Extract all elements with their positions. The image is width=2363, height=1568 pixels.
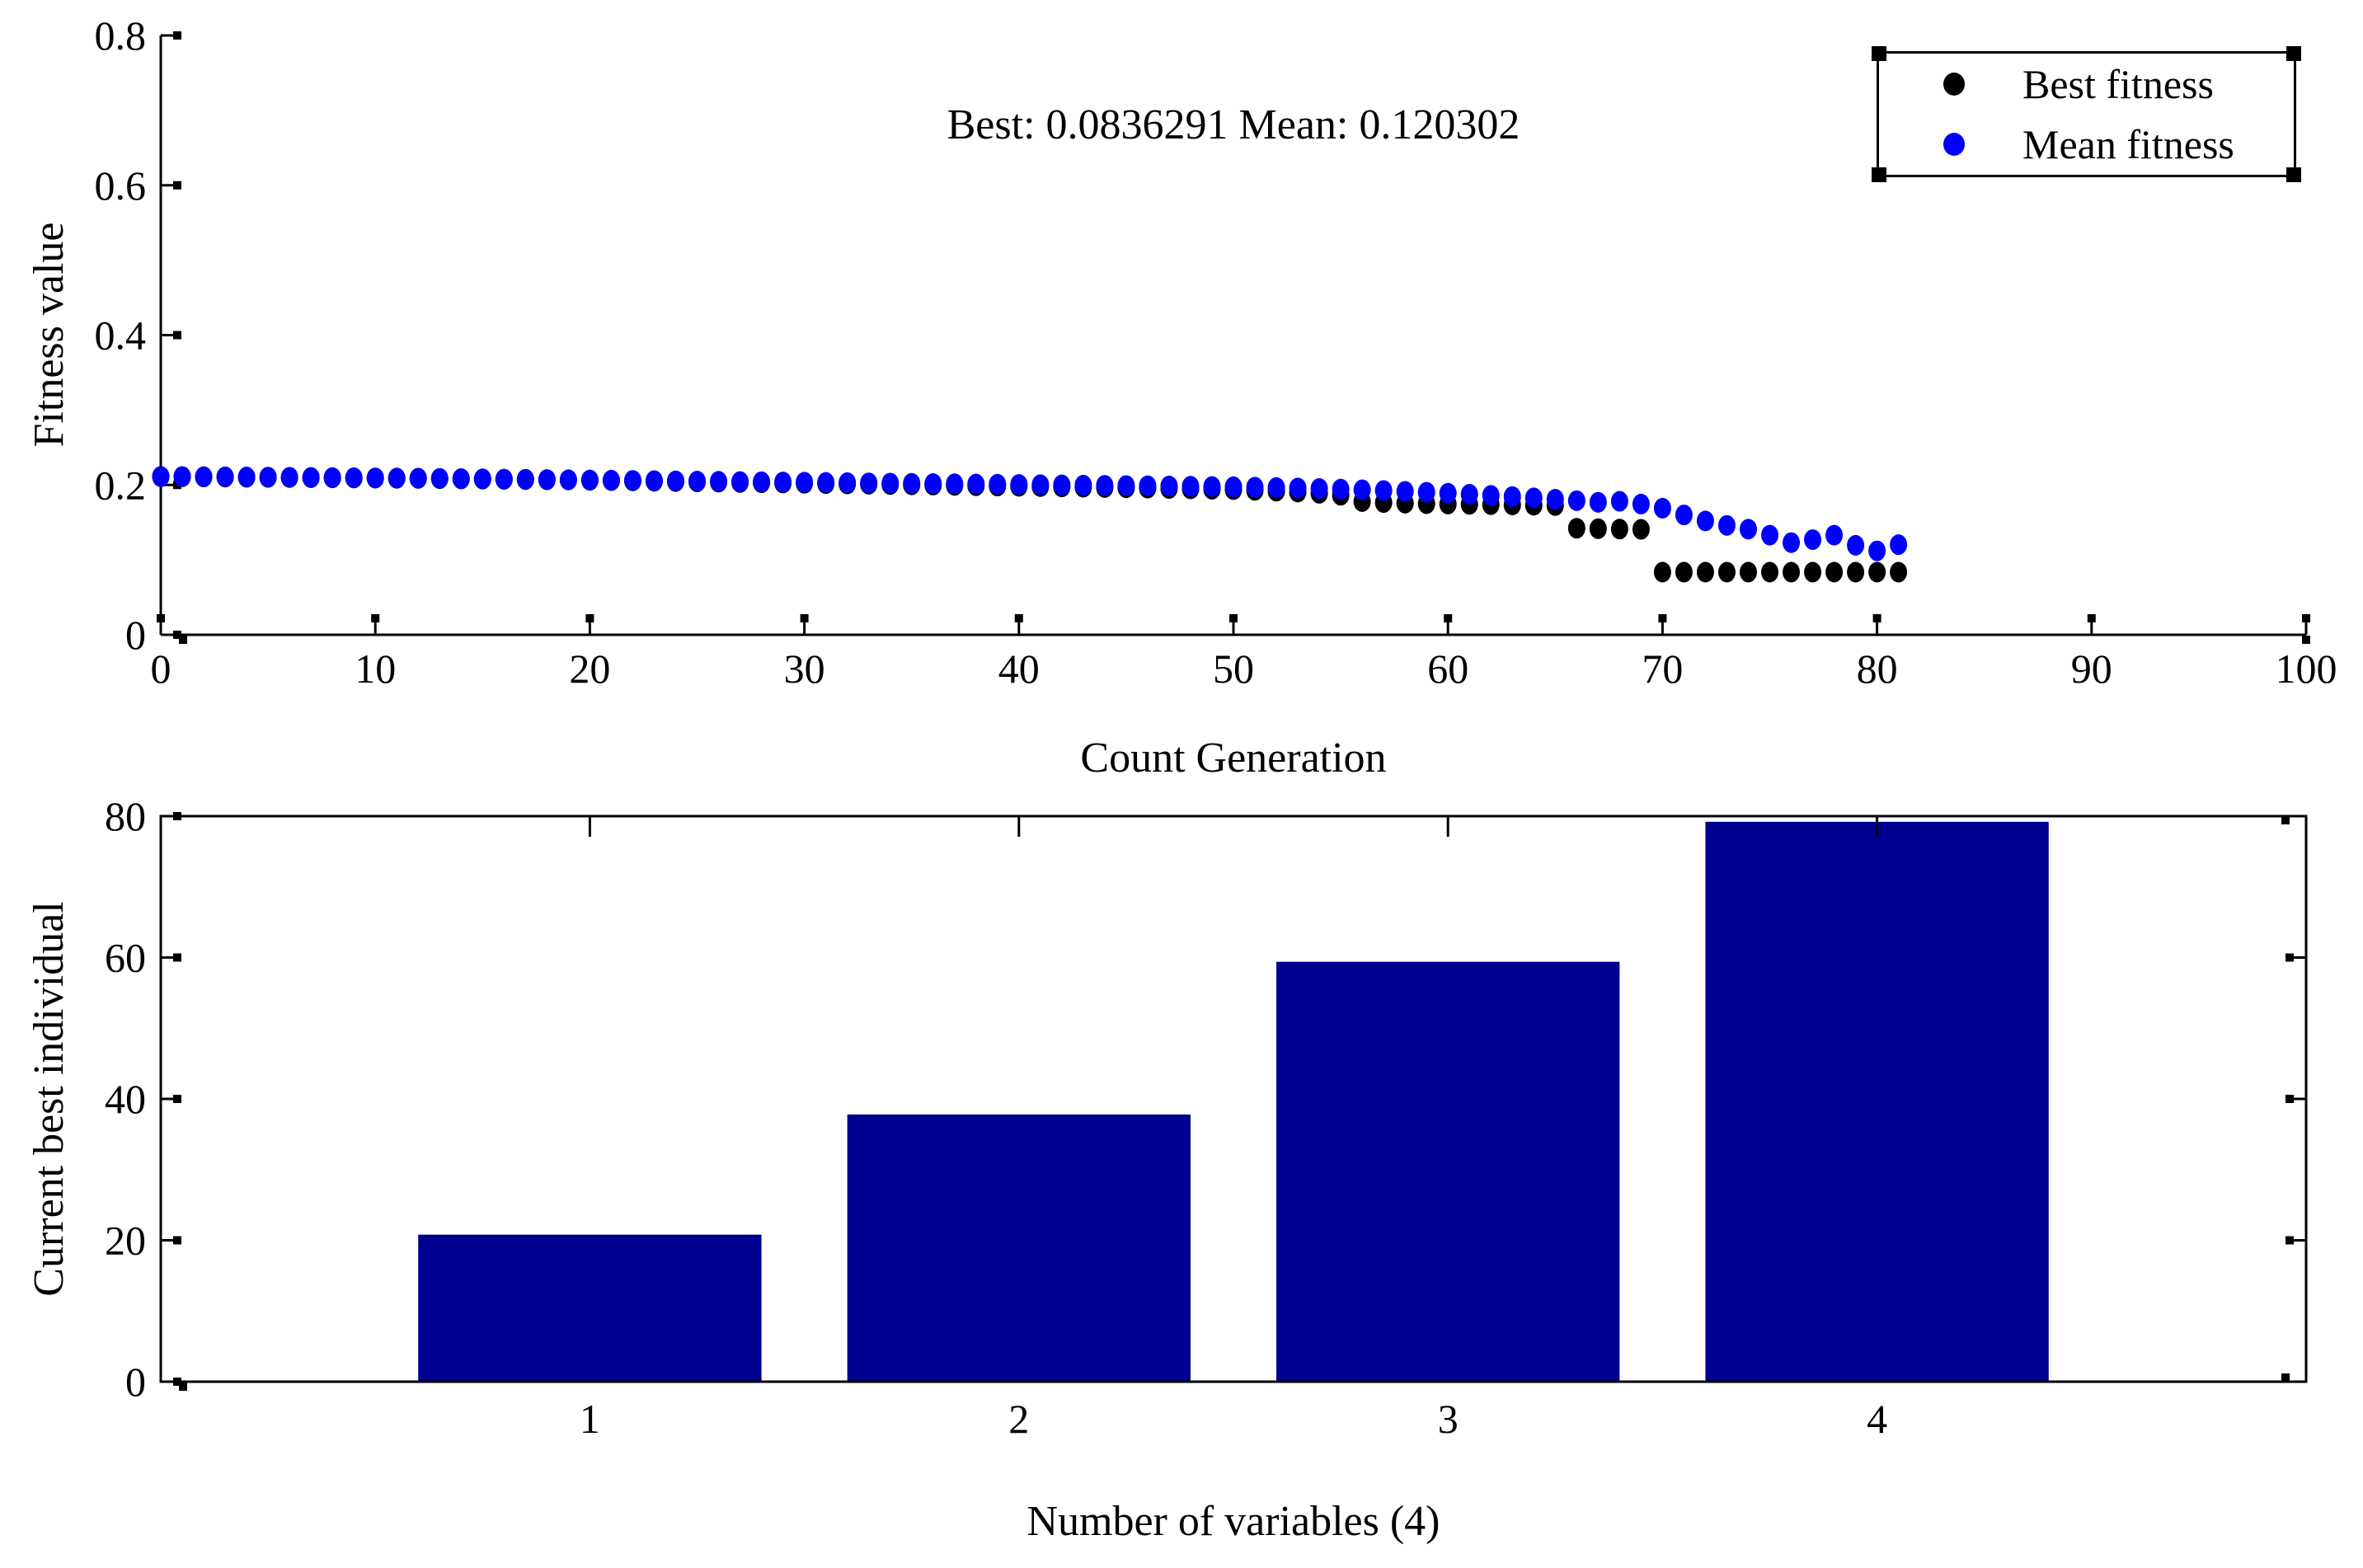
svg-text:80: 80 [105,793,146,839]
x-axis-label-number-of-variables: Number of variables (4) [1026,1498,1440,1545]
svg-text:80: 80 [1857,646,1898,692]
svg-text:10: 10 [355,646,396,692]
x-axis-label-count-generation: Count Generation [1080,735,1387,782]
chart-title: Best: 0.0836291 Mean: 0.120302 [947,101,1520,148]
svg-text:50: 50 [1213,646,1254,692]
legend-entry-best-fitness: Best fitness [1879,63,2294,105]
legend-selection-handle [1872,167,1886,182]
svg-text:0.2: 0.2 [95,462,147,508]
svg-text:90: 90 [2071,646,2112,692]
svg-text:30: 30 [784,646,825,692]
svg-text:1: 1 [580,1396,600,1442]
svg-text:20: 20 [105,1218,146,1264]
svg-text:0.4: 0.4 [95,312,147,359]
svg-text:0: 0 [125,1359,146,1405]
svg-text:40: 40 [998,646,1040,692]
legend-selection-handle [1872,46,1886,61]
svg-text:100: 100 [2276,646,2337,692]
legend: Best fitness Mean fitness [1872,46,2301,182]
svg-text:60: 60 [1427,646,1468,692]
legend-selection-handle [2286,167,2301,182]
svg-text:0.8: 0.8 [95,12,147,59]
svg-text:2: 2 [1008,1396,1029,1442]
svg-text:70: 70 [1642,646,1683,692]
y-axis-label-fitness-value: Fitness value [26,222,73,448]
svg-text:4: 4 [1867,1396,1887,1442]
svg-text:3: 3 [1438,1396,1459,1442]
svg-text:0: 0 [151,646,171,692]
legend-label-mean-fitness: Mean fitness [2022,121,2234,168]
svg-text:0.6: 0.6 [95,162,147,209]
legend-label-best-fitness: Best fitness [2022,60,2214,107]
svg-text:60: 60 [105,935,146,981]
legend-selection-handle [2286,46,2301,61]
mean-fitness-marker-icon [1943,133,1965,157]
y-axis-label-current-best-individual: Current best individual [26,901,73,1297]
svg-text:40: 40 [105,1076,146,1122]
legend-entry-mean-fitness: Mean fitness [1879,124,2294,165]
svg-text:20: 20 [569,646,610,692]
svg-text:0: 0 [125,612,146,658]
best-fitness-marker-icon [1943,72,1965,96]
